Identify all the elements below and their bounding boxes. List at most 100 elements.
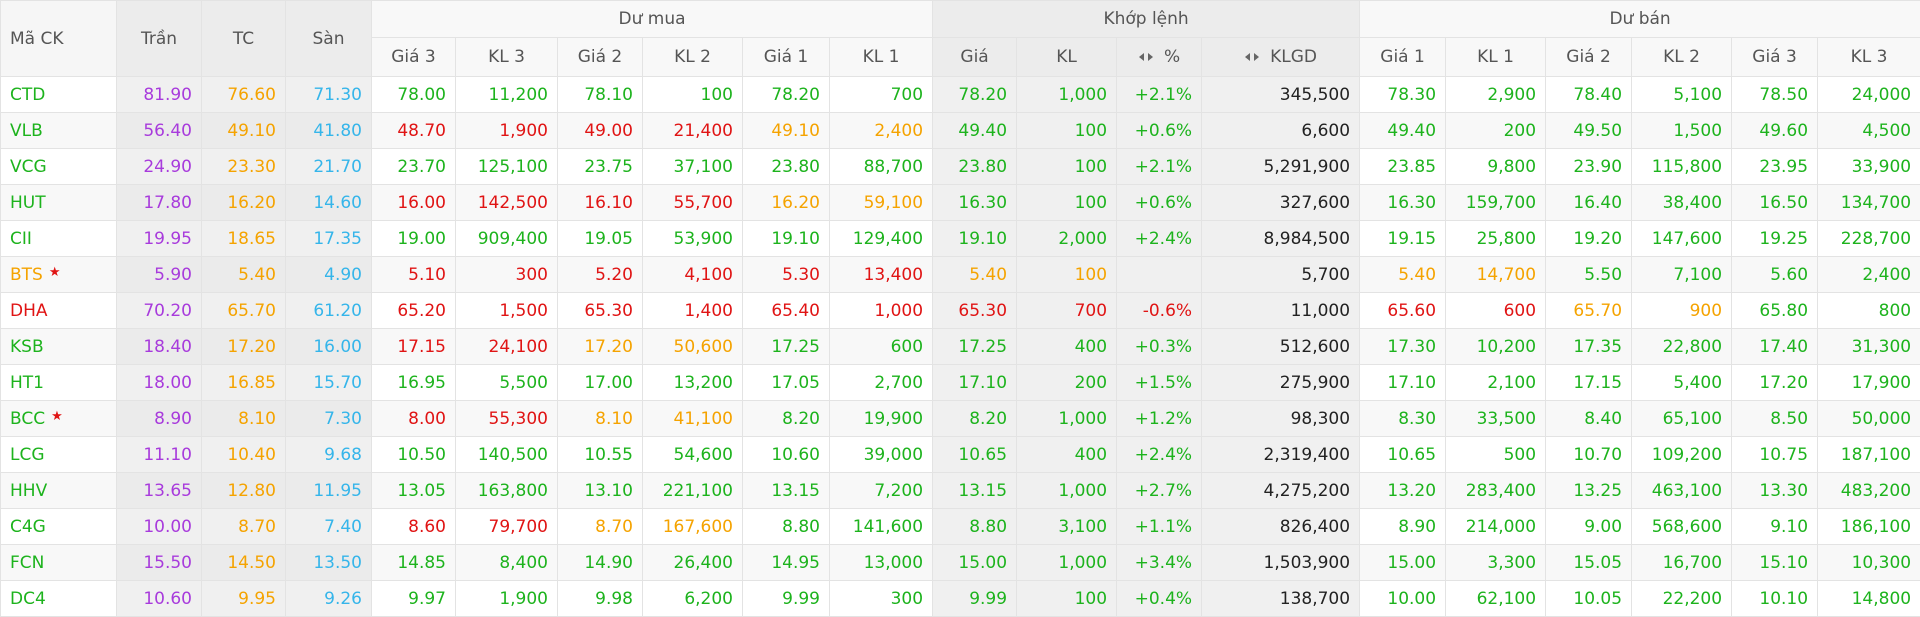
- value-cell: 129,400: [828, 220, 934, 257]
- column-header: Giá 1: [742, 37, 830, 77]
- value-cell: 13.50: [285, 544, 372, 581]
- value-cell: 5.60: [1731, 256, 1819, 293]
- value-cell: 49.10: [201, 112, 286, 149]
- toggle-icon[interactable]: [1138, 52, 1154, 62]
- symbol-cell: C4G: [0, 508, 117, 545]
- value-cell: 19,900: [828, 400, 934, 437]
- stock-row: HUT 17.80 16.20 14.60 16.00 142,500 16.10 55,70…: [0, 184, 1920, 221]
- value-cell: 16.10: [557, 184, 643, 221]
- column-header: KL 1: [828, 37, 934, 77]
- column-header: KLGD: [1201, 37, 1361, 77]
- column-header: Giá 2: [557, 37, 643, 77]
- value-cell: 400: [1016, 328, 1118, 365]
- value-cell: 15.10: [1731, 544, 1819, 581]
- value-cell: 8.90: [1359, 508, 1447, 545]
- value-cell: +2.4%: [1116, 436, 1203, 473]
- value-cell: 4,100: [642, 256, 743, 293]
- value-cell: 17.20: [557, 328, 643, 365]
- value-cell: 2,400: [828, 112, 934, 149]
- value-cell: +1.5%: [1116, 364, 1203, 401]
- stock-row: HHV 13.65 12.80 11.95 13.05 163,800 13.10 221,1…: [0, 472, 1920, 509]
- value-cell: 8.10: [557, 400, 643, 437]
- value-cell: 13.20: [1359, 472, 1447, 509]
- header-row: Mã CK Trần TC Sàn Dư mua Khớp lệnh Dư bán: [0, 0, 1920, 77]
- value-cell: 41.80: [285, 112, 372, 149]
- value-cell: 15.05: [1545, 544, 1633, 581]
- value-cell: 13.65: [116, 472, 202, 509]
- value-cell: 1,500: [1631, 112, 1733, 149]
- stock-row: FCN 15.50 14.50 13.50 14.85 8,400 14.90 26,400 1…: [0, 544, 1920, 581]
- value-cell: 600: [1445, 292, 1547, 329]
- value-cell: 9.99: [932, 580, 1018, 617]
- value-cell: 3,100: [1016, 508, 1118, 545]
- value-cell: 134,700: [1817, 184, 1920, 221]
- value-cell: 8.20: [932, 400, 1018, 437]
- value-cell: 18.00: [116, 364, 202, 401]
- value-cell: 9.98: [557, 580, 643, 617]
- value-cell: 10.75: [1731, 436, 1819, 473]
- value-cell: 16.20: [201, 184, 286, 221]
- value-cell: 10.60: [742, 436, 830, 473]
- value-cell: 17.10: [932, 364, 1018, 401]
- value-cell: 78.20: [932, 76, 1018, 113]
- value-cell: 214,000: [1445, 508, 1547, 545]
- value-cell: 11,200: [455, 76, 558, 113]
- value-cell: 65.60: [1359, 292, 1447, 329]
- value-cell: 9.95: [201, 580, 286, 617]
- column-header: Giá 2: [1545, 37, 1633, 77]
- value-cell: 13.05: [371, 472, 456, 509]
- symbol-cell: HT1: [0, 364, 117, 401]
- value-cell: 11.95: [285, 472, 372, 509]
- column-header: Mã CK: [0, 0, 117, 77]
- value-cell: 24,000: [1817, 76, 1920, 113]
- value-cell: 5,100: [1631, 76, 1733, 113]
- value-cell: 275,900: [1201, 364, 1361, 401]
- value-cell: 14.50: [201, 544, 286, 581]
- symbol-cell: KSB: [0, 328, 117, 365]
- value-cell: 10.55: [557, 436, 643, 473]
- value-cell: 22,800: [1631, 328, 1733, 365]
- value-cell: 15.00: [1359, 544, 1447, 581]
- value-cell: [1116, 256, 1203, 293]
- column-header: Giá: [932, 37, 1018, 77]
- value-cell: 16.30: [1359, 184, 1447, 221]
- value-cell: +3.4%: [1116, 544, 1203, 581]
- symbol-cell: DHA: [0, 292, 117, 329]
- value-cell: 10.00: [1359, 580, 1447, 617]
- value-cell: 13,200: [642, 364, 743, 401]
- column-header: KL 3: [455, 37, 558, 77]
- value-cell: 5,291,900: [1201, 148, 1361, 185]
- value-cell: 14.60: [285, 184, 372, 221]
- value-cell: 7.40: [285, 508, 372, 545]
- value-cell: 65.70: [201, 292, 286, 329]
- group-header: Dư bán: [1359, 0, 1920, 38]
- value-cell: 463,100: [1631, 472, 1733, 509]
- value-cell: 163,800: [455, 472, 558, 509]
- value-cell: 11,000: [1201, 292, 1361, 329]
- value-cell: 21,400: [642, 112, 743, 149]
- value-cell: 19.20: [1545, 220, 1633, 257]
- value-cell: 8.70: [557, 508, 643, 545]
- value-cell: 125,100: [455, 148, 558, 185]
- toggle-icon[interactable]: [1244, 52, 1260, 62]
- value-cell: 1,000: [1016, 76, 1118, 113]
- value-cell: 49.60: [1731, 112, 1819, 149]
- value-cell: 10.65: [932, 436, 1018, 473]
- value-cell: 78.00: [371, 76, 456, 113]
- value-cell: 400: [1016, 436, 1118, 473]
- value-cell: 100: [1016, 256, 1118, 293]
- value-cell: 31,300: [1817, 328, 1920, 365]
- value-cell: +2.1%: [1116, 148, 1203, 185]
- value-cell: 13,400: [828, 256, 934, 293]
- value-cell: 19.25: [1731, 220, 1819, 257]
- value-cell: 70.20: [116, 292, 202, 329]
- value-cell: 19.05: [557, 220, 643, 257]
- value-cell: 1,000: [1016, 544, 1118, 581]
- symbol-cell: CII: [0, 220, 117, 257]
- value-cell: 78.20: [742, 76, 830, 113]
- value-cell: 56.40: [116, 112, 202, 149]
- value-cell: 900: [1631, 292, 1733, 329]
- stock-row: HT1 18.00 16.85 15.70 16.95 5,500 17.00 13,200 1…: [0, 364, 1920, 401]
- value-cell: 49.10: [742, 112, 830, 149]
- value-cell: 345,500: [1201, 76, 1361, 113]
